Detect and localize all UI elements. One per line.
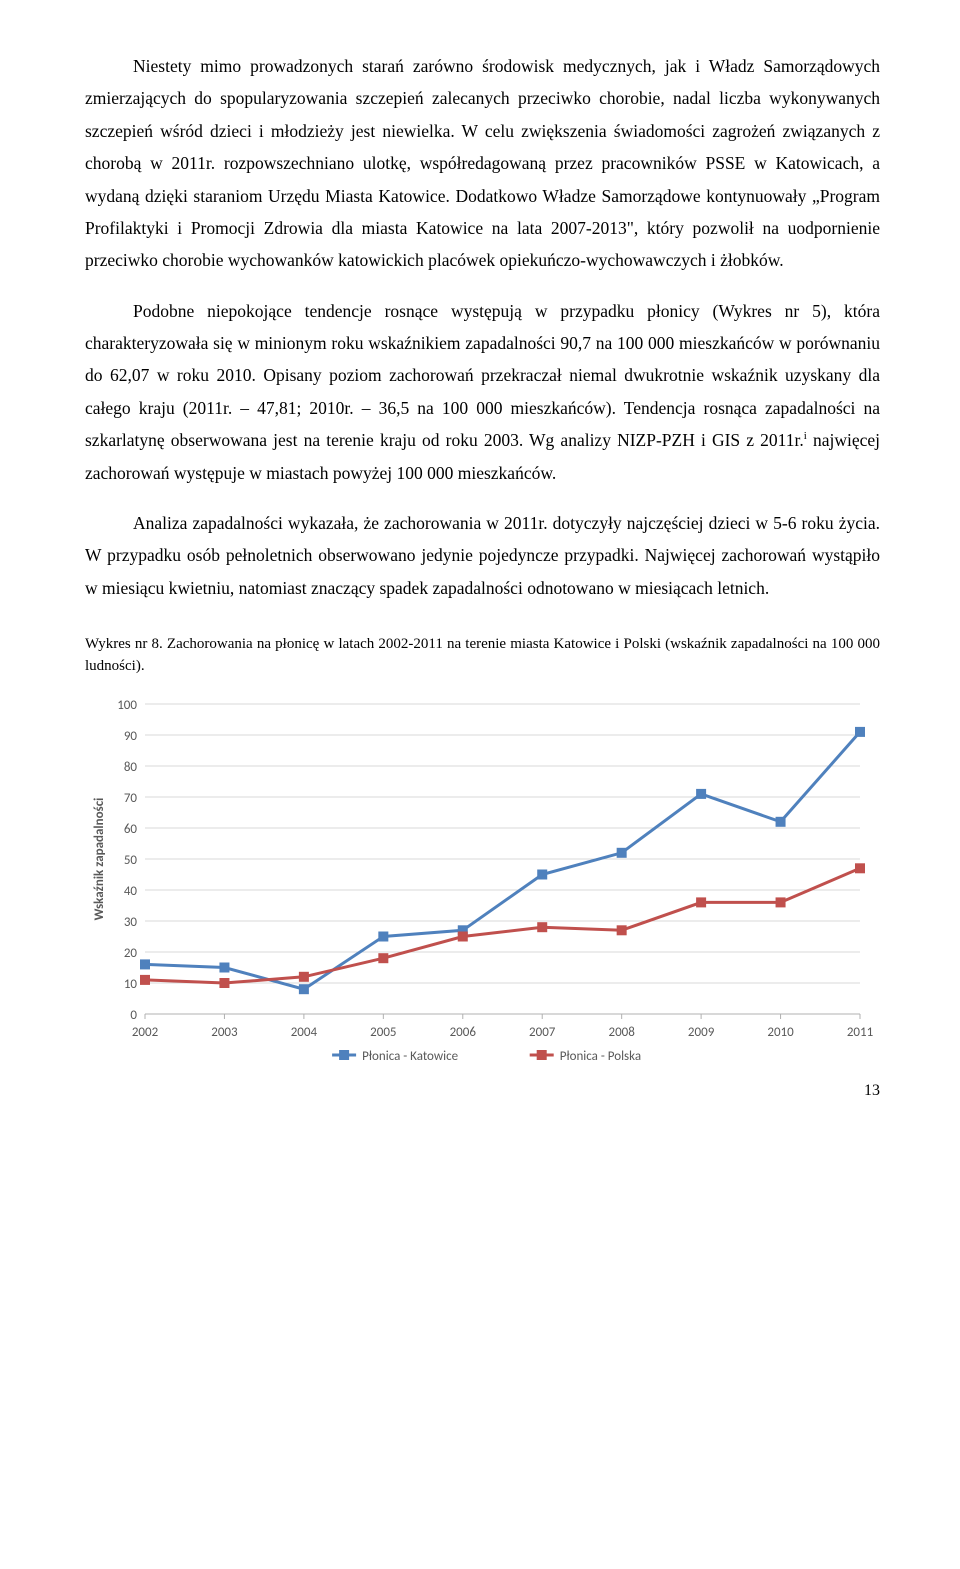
paragraph-3: Analiza zapadalności wykazała, że zachor… <box>85 507 880 604</box>
svg-text:2008: 2008 <box>608 1025 635 1040</box>
svg-text:Płonica - Katowice: Płonica - Katowice <box>362 1049 458 1064</box>
svg-text:70: 70 <box>124 791 138 806</box>
svg-text:0: 0 <box>130 1008 137 1023</box>
paragraph-2: Podobne niepokojące tendencje rosnące wy… <box>85 295 880 489</box>
svg-text:20: 20 <box>124 946 138 961</box>
svg-text:2002: 2002 <box>132 1025 159 1040</box>
svg-text:2004: 2004 <box>291 1025 318 1040</box>
paragraph-1: Niestety mimo prowadzonych starań zarówn… <box>85 50 880 277</box>
page-number: 13 <box>85 1082 880 1100</box>
svg-text:Płonica - Polska: Płonica - Polska <box>560 1049 641 1064</box>
chart-svg: 0 10 20 30 40 50 60 70 80 90 100 2002 2003 2004 2005 20… <box>85 694 880 1074</box>
svg-text:40: 40 <box>124 884 138 899</box>
chart-caption: Wykres nr 8. Zachorowania na płonicę w l… <box>85 634 880 678</box>
svg-text:100: 100 <box>117 698 137 713</box>
line-chart: 0 10 20 30 40 50 60 70 80 90 100 2002 2003 2004 2005 20… <box>85 694 880 1074</box>
svg-text:2011: 2011 <box>847 1025 873 1040</box>
svg-text:2007: 2007 <box>529 1025 556 1040</box>
svg-text:10: 10 <box>124 977 138 992</box>
svg-text:2009: 2009 <box>688 1025 715 1040</box>
svg-text:2003: 2003 <box>211 1025 238 1040</box>
svg-text:30: 30 <box>124 915 138 930</box>
svg-text:50: 50 <box>124 853 138 868</box>
paragraph-2a: Podobne niepokojące tendencje rosnące wy… <box>85 301 880 451</box>
svg-text:80: 80 <box>124 760 138 775</box>
svg-text:2005: 2005 <box>370 1025 396 1040</box>
svg-text:2006: 2006 <box>450 1025 477 1040</box>
svg-text:90: 90 <box>124 729 138 744</box>
svg-text:60: 60 <box>124 822 138 837</box>
svg-text:2010: 2010 <box>767 1025 794 1040</box>
svg-text:Wskaźnik zapadalności: Wskaźnik zapadalności <box>92 797 107 920</box>
